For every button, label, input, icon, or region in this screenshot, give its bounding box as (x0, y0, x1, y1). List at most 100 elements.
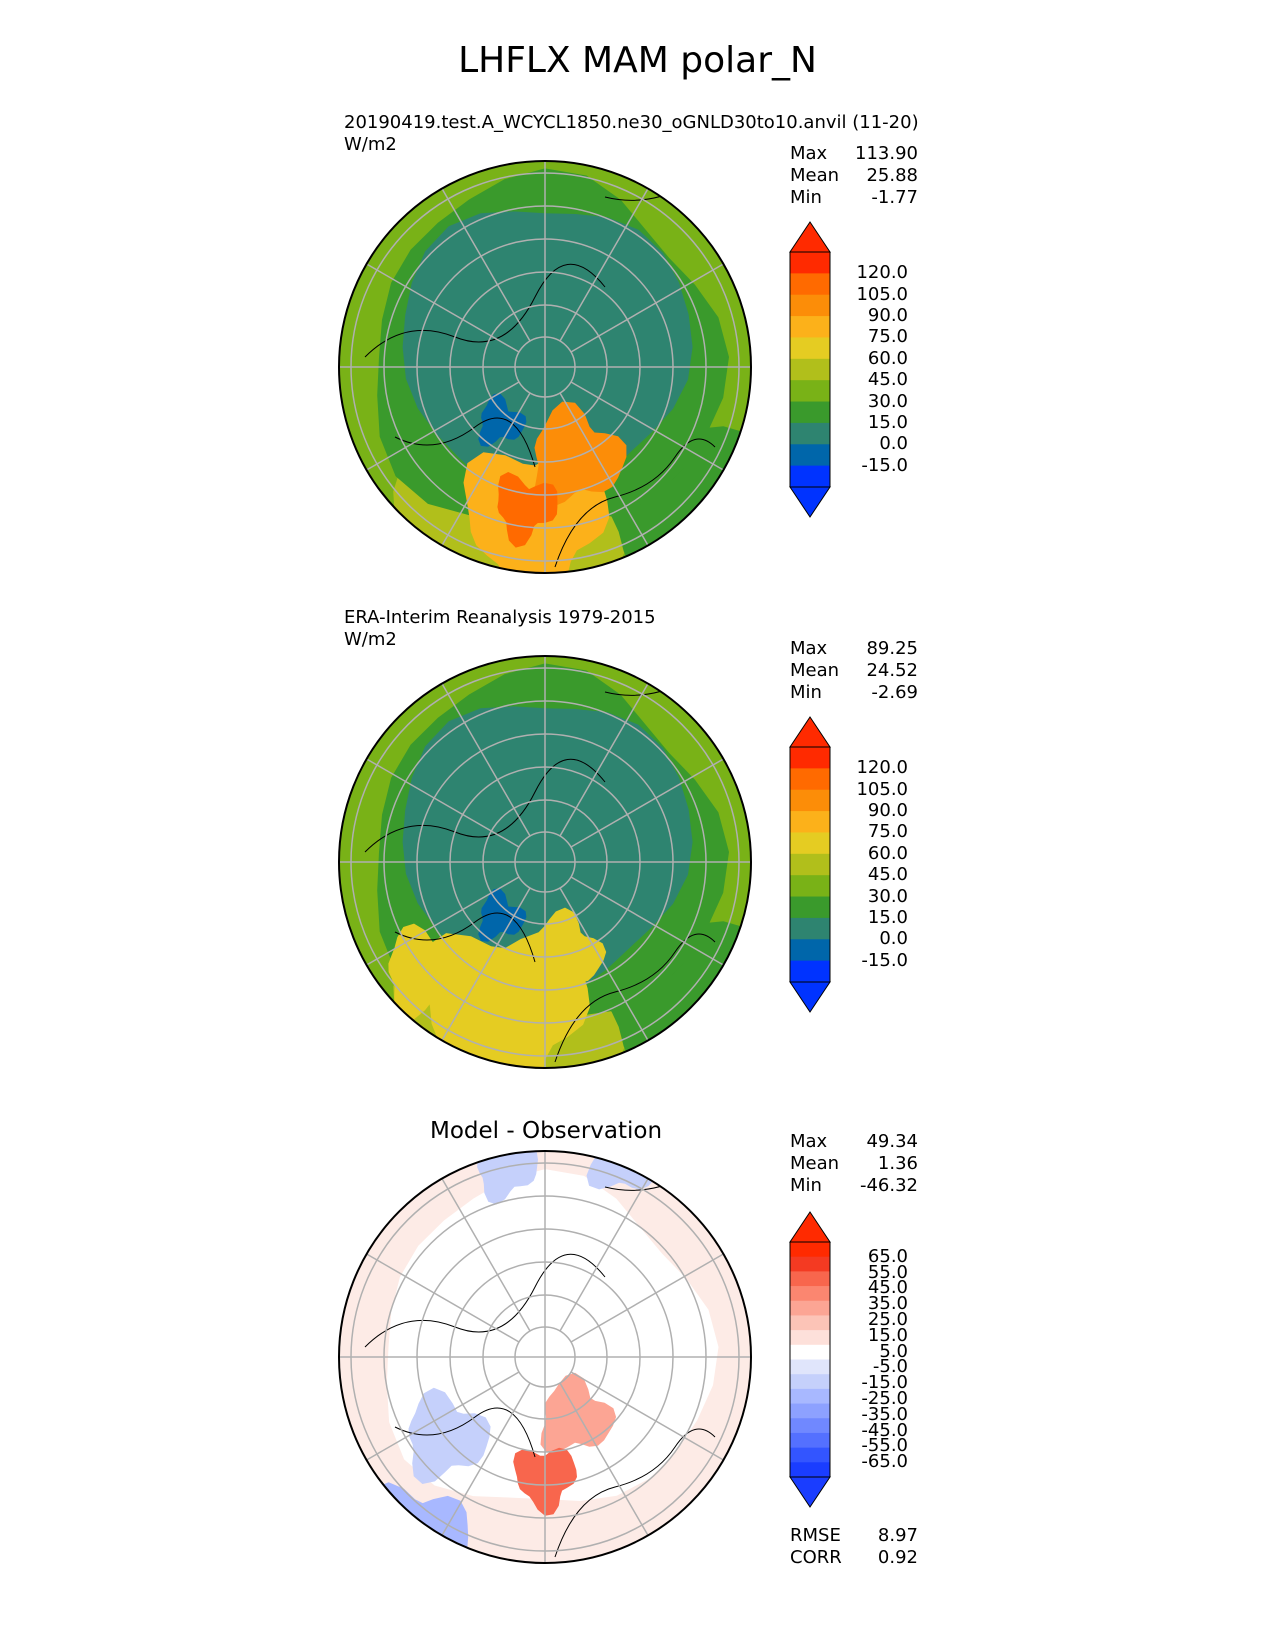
colorbar-tick-label: -25.0 (861, 1388, 908, 1410)
stat-value: 1.36 (877, 1153, 918, 1174)
colorbar-upper-arrow (789, 221, 831, 253)
longitude-line (441, 683, 531, 837)
colorbar-segment (790, 380, 830, 403)
coastline (394, 912, 536, 963)
colorbar-segment (790, 896, 830, 919)
colorbar-segment (790, 1359, 830, 1375)
colorbar-frame (789, 251, 831, 488)
colorbar-tick-label: 90.0 (867, 800, 908, 822)
colorbar-segment (790, 1462, 830, 1478)
colorbar-tick-label: 120.0 (856, 757, 908, 779)
graticule (339, 1151, 751, 1563)
colorbar-segment (790, 358, 830, 381)
colorbar-segment (790, 444, 830, 467)
map-boundary (338, 1150, 752, 1564)
field-patch (540, 1372, 617, 1453)
field-patch (586, 1151, 666, 1190)
stat-value: 24.52 (866, 660, 918, 681)
longitude-line (441, 887, 531, 1041)
longitude-line (366, 758, 520, 848)
colorbar-tick-label: 15.0 (867, 906, 908, 928)
map-boundary (338, 655, 752, 1069)
stat-value: 89.25 (866, 638, 918, 659)
stat-value: 49.34 (866, 1131, 918, 1152)
colorbar-segment (790, 1315, 830, 1331)
colorbar-lower-arrow (789, 981, 831, 1013)
colorbar-tick-label: -15.0 (861, 1372, 908, 1394)
field-patch (529, 907, 607, 988)
colorbar-tick-label: 15.0 (867, 1324, 908, 1346)
colorbar-segment (790, 875, 830, 898)
coastlines (364, 173, 726, 568)
colorbar-lower-arrow (789, 1476, 831, 1508)
coastline (394, 1407, 536, 1458)
longitude-line (366, 1371, 520, 1461)
colorbar-tick-label: 60.0 (867, 842, 908, 864)
colorbar-segment (790, 1344, 830, 1360)
longitude-line (366, 1253, 520, 1343)
colorbar-segment (790, 1432, 830, 1449)
colorbar-tick-label: -15.0 (861, 949, 908, 971)
colorbar-upper-arrow (789, 1211, 831, 1243)
colorbar-lower-arrow (789, 486, 831, 518)
colorbar-segment (790, 422, 830, 445)
colorbar-tick-label: 75.0 (867, 821, 908, 843)
longitude-line (559, 1178, 649, 1332)
field-patch (477, 1151, 538, 1205)
panel3-metrics: RMSE 8.97 CORR 0.92 (790, 1525, 918, 1569)
metric-label: CORR (790, 1547, 842, 1568)
colorbar-tick-label: 30.0 (867, 390, 908, 412)
polar-map-2 (338, 655, 752, 1069)
polar-map-1 (338, 160, 752, 574)
colorbar-segment (790, 1447, 830, 1463)
colorbar-segment (790, 1286, 830, 1302)
stat-value: 25.88 (866, 165, 918, 186)
colorbar-tick-label: 60.0 (867, 347, 908, 369)
longitude-line (366, 381, 520, 471)
longitude-line (570, 263, 724, 353)
longitude-line (559, 188, 649, 342)
panel3-stats: Max 49.34 Mean 1.36 Min -46.32 (790, 1131, 918, 1197)
panel2-stats: Max 89.25 Mean 24.52 Min -2.69 (790, 638, 918, 704)
stat-value: -46.32 (859, 1175, 918, 1196)
colorbar-tick-label: 25.0 (867, 1308, 908, 1330)
panel2-units: W/m2 (344, 629, 397, 650)
coastline (364, 263, 606, 358)
panel1-stats: Max 113.90 Mean 25.88 Min -1.77 (790, 143, 918, 209)
colorbar-segment (790, 273, 830, 296)
colorbar-tick-label: -15.0 (861, 454, 908, 476)
colorbar-segment (790, 917, 830, 940)
panel3-title: Model - Observation (430, 1118, 663, 1144)
stat-value: -1.77 (871, 187, 918, 208)
stat-label: Max (790, 638, 828, 659)
colorbar-frame (789, 1241, 831, 1478)
colorbar-segment (790, 832, 830, 855)
colorbar-segment (790, 316, 830, 338)
longitude-line (559, 683, 649, 837)
colorbar-tick-label: 15.0 (867, 411, 908, 433)
colorbar-segment (790, 853, 830, 876)
colorbar-tick-label: 0.0 (879, 433, 908, 455)
colorbar-tick-label: 105.0 (856, 778, 908, 800)
metric-value: 0.92 (877, 1547, 918, 1568)
colorbar-segment (790, 1300, 830, 1316)
metric-label: RMSE (790, 1525, 841, 1546)
colorbar-tick-label: 45.0 (867, 1277, 908, 1299)
polar-map-3 (338, 1150, 752, 1564)
longitude-line (570, 1253, 724, 1343)
colorbar-segment (790, 1403, 830, 1419)
figure-title: LHFLX MAM polar_N (458, 40, 817, 81)
colorbar-tick-label: 5.0 (879, 1340, 908, 1362)
stat-label: Min (790, 1175, 822, 1196)
panel2-title: ERA-Interim Reanalysis 1979-2015 (344, 607, 656, 628)
longitude-line (570, 876, 724, 966)
longitude-line (559, 887, 649, 1041)
colorbar-segment (790, 465, 830, 488)
stat-label: Max (790, 1131, 828, 1152)
colorbar-segment (790, 768, 830, 791)
colorbar-tick-label: -5.0 (872, 1356, 908, 1378)
stat-label: Mean (790, 1153, 840, 1174)
panel1-title: 20190419.test.A_WCYCL1850.ne30_oGNLD30to… (344, 112, 919, 133)
map-boundary (338, 160, 752, 574)
colorbar-segment (790, 747, 830, 769)
